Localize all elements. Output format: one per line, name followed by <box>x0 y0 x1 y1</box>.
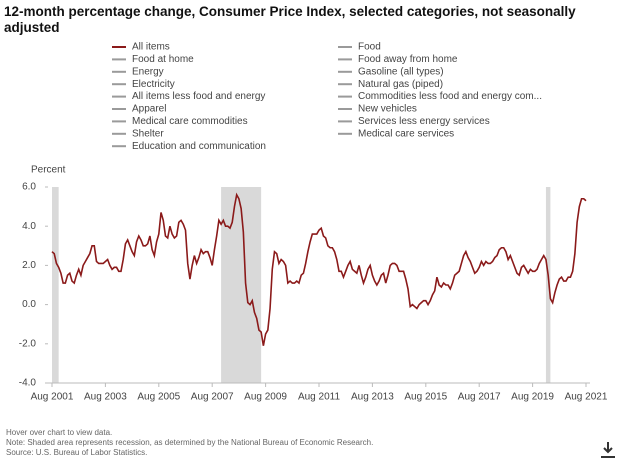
legend-label[interactable]: Education and communication <box>132 141 266 152</box>
legend-label[interactable]: Medical care services <box>358 128 454 139</box>
x-tick-label: Aug 2021 <box>565 392 608 403</box>
legend-label[interactable]: Medical care commodities <box>132 116 248 127</box>
x-tick-label: Aug 2019 <box>511 392 554 403</box>
legend-label[interactable]: Food away from home <box>358 54 458 65</box>
y-tick-label: -2.0 <box>19 338 37 349</box>
legend-label[interactable]: Services less energy services <box>358 116 490 127</box>
x-tick-label: Aug 2003 <box>84 392 127 403</box>
x-tick-label: Aug 2011 <box>298 392 341 403</box>
y-tick-label: 4.0 <box>22 221 36 232</box>
note: Source: U.S. Bureau of Labor Statistics. <box>6 448 147 457</box>
legend-label[interactable]: Food at home <box>132 54 194 65</box>
chart-title: 12-month percentage change, Consumer Pri… <box>4 4 576 35</box>
y-tick-label: 2.0 <box>22 260 36 271</box>
legend-label[interactable]: All items <box>132 42 170 53</box>
y-axis-label: Percent <box>31 165 66 176</box>
x-tick-label: Aug 2005 <box>137 392 180 403</box>
legend-label[interactable]: Gasoline (all types) <box>358 66 444 77</box>
x-tick-label: Aug 2009 <box>244 392 287 403</box>
x-tick-label: Aug 2015 <box>404 392 447 403</box>
note: Hover over chart to view data. <box>6 428 112 437</box>
y-tick-label: -4.0 <box>19 378 37 389</box>
y-tick-label: 6.0 <box>22 182 36 193</box>
x-tick-label: Aug 2001 <box>31 392 74 403</box>
legend-label[interactable]: Energy <box>132 66 164 77</box>
line-series <box>51 192 587 346</box>
legend-label[interactable]: All items less food and energy <box>132 91 265 102</box>
download-button[interactable] <box>601 442 615 458</box>
x-tick-label: Aug 2013 <box>351 392 394 403</box>
x-tick-label: Aug 2017 <box>458 392 501 403</box>
recession-shade <box>545 187 551 383</box>
recession-shade <box>221 187 262 383</box>
x-tick-label: Aug 2007 <box>191 392 234 403</box>
y-tick-label: 0.0 <box>22 299 36 310</box>
recession-shade <box>52 187 59 383</box>
legend-label[interactable]: Electricity <box>132 79 175 90</box>
note: Note: Shaded area represents recession, … <box>6 438 373 447</box>
legend-label[interactable]: Natural gas (piped) <box>358 79 443 90</box>
legend-label[interactable]: Shelter <box>132 128 164 139</box>
download-icon <box>603 447 613 454</box>
legend-label[interactable]: Apparel <box>132 104 166 115</box>
legend-label[interactable]: Food <box>358 42 381 53</box>
legend-label[interactable]: Commodities less food and energy com... <box>358 91 542 102</box>
legend-label[interactable]: New vehicles <box>358 104 417 115</box>
